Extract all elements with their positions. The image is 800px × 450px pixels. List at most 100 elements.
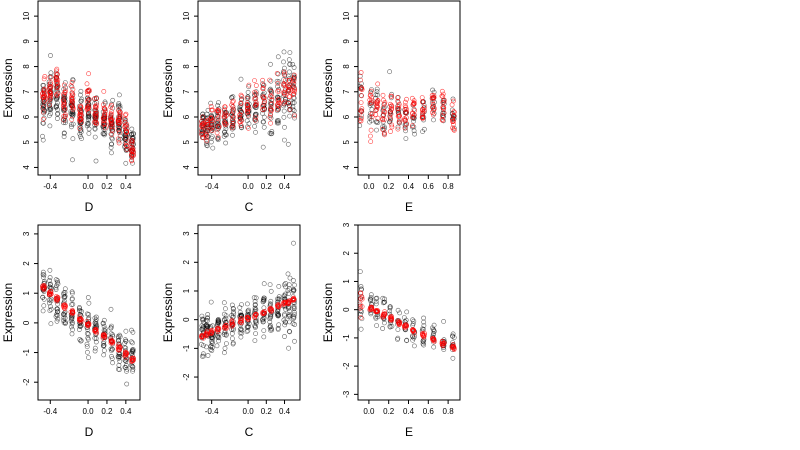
red-point — [40, 116, 46, 122]
black-point — [421, 117, 426, 123]
black-point — [267, 324, 273, 330]
black-point — [269, 327, 275, 333]
y-tick-label: 10 — [22, 11, 31, 20]
red-point — [214, 108, 220, 114]
y-tick-label: 0 — [342, 307, 351, 312]
red-point — [274, 71, 280, 76]
black-point — [205, 107, 211, 113]
black-point — [101, 113, 107, 118]
black-point — [62, 310, 67, 316]
red-point — [374, 107, 380, 112]
red-point — [85, 91, 90, 97]
red-point — [281, 69, 287, 75]
red-point — [368, 306, 374, 312]
black-point — [48, 70, 54, 76]
red-point — [375, 115, 381, 121]
black-point — [93, 158, 99, 164]
black-point — [70, 109, 75, 114]
red-point — [70, 309, 76, 315]
black-point — [124, 381, 130, 387]
red-point — [199, 124, 205, 129]
black-point — [420, 337, 426, 343]
red-point — [221, 324, 227, 330]
red-point — [117, 113, 123, 118]
black-point — [117, 92, 122, 98]
red-point — [261, 308, 267, 314]
black-point — [358, 326, 364, 332]
black-point — [117, 367, 122, 372]
red-point — [40, 283, 45, 289]
black-point — [68, 318, 74, 324]
red-point — [430, 112, 436, 118]
red-point — [78, 120, 84, 125]
red-point — [204, 138, 210, 144]
red-point — [403, 104, 409, 110]
red-point — [40, 94, 45, 100]
black-point — [48, 53, 53, 58]
black-point — [40, 272, 46, 277]
black-point — [221, 332, 227, 337]
black-point — [54, 306, 60, 312]
black-point — [450, 355, 456, 361]
black-point — [40, 294, 46, 300]
red-point — [92, 112, 98, 118]
black-point — [290, 316, 296, 321]
black-point — [368, 297, 374, 302]
y-axis-title: Expression — [321, 58, 335, 117]
red-point — [63, 113, 68, 119]
red-point — [101, 333, 106, 338]
black-point — [252, 307, 258, 313]
black-point — [282, 322, 288, 328]
red-point — [359, 93, 364, 99]
black-point — [101, 352, 107, 358]
black-point — [215, 335, 221, 340]
red-point — [238, 123, 244, 128]
black-point — [48, 281, 53, 287]
black-point — [222, 306, 228, 312]
y-tick-label: 1 — [342, 279, 351, 284]
black-point — [86, 117, 91, 123]
black-point — [395, 335, 401, 341]
y-tick-label: 6 — [22, 114, 31, 119]
red-point — [108, 123, 113, 129]
black-point — [109, 136, 115, 142]
red-point — [430, 98, 436, 104]
red-point — [85, 99, 91, 105]
red-point — [292, 113, 297, 119]
x-tick-label: 0.2 — [101, 182, 113, 191]
red-point — [260, 103, 265, 109]
red-point — [214, 130, 220, 136]
red-point — [78, 104, 83, 110]
red-point — [222, 114, 228, 120]
red-point — [382, 101, 387, 107]
black-point — [276, 120, 281, 126]
black-point — [205, 312, 211, 317]
red-point — [373, 309, 379, 314]
black-point — [84, 344, 90, 350]
red-point — [86, 109, 91, 115]
red-point — [404, 96, 409, 102]
red-point — [244, 315, 250, 320]
red-point — [388, 129, 393, 134]
black-point — [244, 329, 250, 334]
red-point — [110, 124, 116, 130]
red-point — [47, 90, 52, 95]
black-point — [116, 138, 122, 144]
black-point — [269, 131, 275, 136]
black-point — [374, 295, 380, 301]
black-point — [260, 111, 265, 116]
black-point — [110, 346, 115, 352]
red-point — [129, 145, 134, 150]
black-point — [359, 316, 365, 322]
red-point — [102, 106, 108, 112]
red-point — [229, 319, 235, 324]
x-axis-title: D — [85, 200, 94, 214]
black-point — [110, 332, 115, 338]
red-point — [122, 123, 128, 128]
black-point — [411, 343, 417, 349]
red-point — [129, 147, 135, 152]
red-point — [287, 84, 293, 90]
y-tick-label: 5 — [22, 139, 31, 144]
red-point — [47, 81, 53, 87]
black-point — [215, 137, 221, 143]
